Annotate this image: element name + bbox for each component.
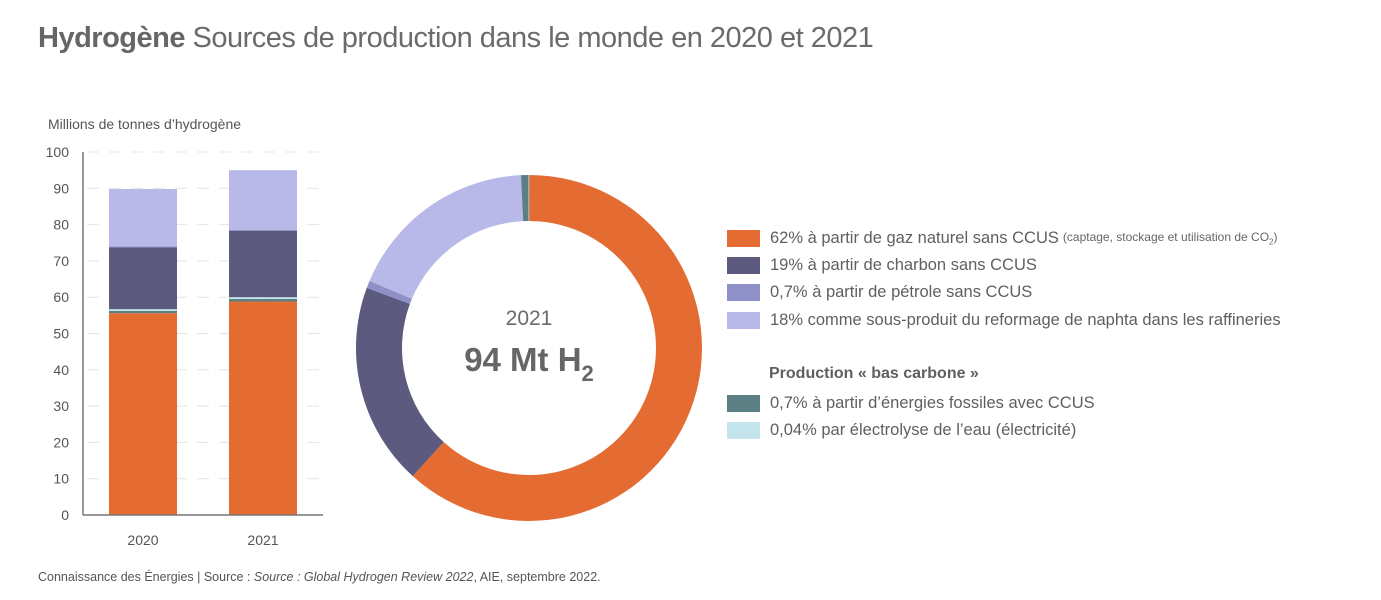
donut-total-text: 94 Mt H: [464, 341, 582, 378]
legend-item: 0,7% à partir de pétrole sans CCUS: [727, 282, 1032, 302]
legend-note-sub: 2: [1269, 237, 1274, 247]
legend-note-end: ): [1273, 229, 1278, 244]
donut-slice: [412, 175, 702, 521]
bar-segment: [229, 301, 297, 515]
legend-item: 19% à partir de charbon sans CCUS: [727, 255, 1037, 275]
legend-note: (captage, stockage et utilisation de CO2…: [1063, 230, 1278, 246]
donut-center-total: 94 Mt H2: [409, 341, 649, 387]
donut-slice: [356, 287, 444, 477]
y-tick-label: 60: [53, 289, 69, 305]
legend-note-text: (captage, stockage et utilisation de CO: [1062, 229, 1270, 244]
y-tick-label: 70: [53, 253, 69, 269]
y-tick-label: 50: [53, 326, 69, 342]
y-tick-label: 10: [53, 471, 69, 487]
donut-center-year: 2021: [505, 307, 553, 330]
bar-segment: [109, 189, 177, 247]
title-rest: Sources de production dans le monde en 2…: [192, 22, 874, 54]
footer-prefix: Connaissance des Énergies | Source :: [38, 570, 254, 584]
y-tick-label: 80: [53, 217, 69, 233]
legend-label: 0,7% à partir d’énergies fossiles avec C…: [770, 393, 1095, 412]
legend-swatch: [727, 256, 760, 274]
bar-segment: [109, 310, 177, 314]
x-ticks: 2020 2021: [127, 532, 278, 548]
donut-slice: [366, 280, 412, 304]
y-tick-label: 30: [53, 398, 69, 414]
y-tick-label: 20: [53, 434, 69, 450]
chart-title: Hydrogène Sources de production dans le …: [38, 22, 874, 55]
legend-label: 0,04% par électrolyse de l’eau (électric…: [770, 420, 1077, 439]
footer-italic: Source : Global Hydrogen Review 2022: [253, 570, 474, 584]
y-ticks: 0 10 20 30 40 50 60 70 80 90 100: [46, 144, 70, 523]
y-tick-label: 100: [46, 144, 70, 160]
grid-lines: [87, 151, 323, 480]
donut-total-subscript: 2: [581, 361, 594, 386]
donut-slice: [369, 175, 524, 299]
legend-item: 62% à partir de gaz naturel sans CCUS (c…: [727, 228, 1277, 248]
y-tick-label: 40: [53, 362, 69, 378]
bar-segment: [109, 309, 177, 311]
donut-slice: [528, 175, 530, 222]
legend-label: 18% comme sous-produit du reformage de n…: [770, 310, 1281, 329]
bar-segment: [229, 170, 297, 230]
footer-source: Connaissance des Énergies | Source : Sou…: [38, 570, 601, 584]
y-axis-label: Millions de tonnes d’hydrogène: [48, 116, 242, 132]
x-tick-label: 2021: [247, 532, 278, 548]
legend-item: 0,7% à partir d’énergies fossiles avec C…: [727, 393, 1095, 413]
bar-segment: [109, 313, 177, 515]
donut-chart: [356, 175, 702, 521]
footer-suffix: , AIE, septembre 2022.: [473, 570, 601, 584]
legend-swatch: [727, 421, 760, 439]
x-tick-label: 2020: [127, 532, 158, 548]
legend-item: 0,04% par électrolyse de l’eau (électric…: [727, 420, 1076, 440]
donut-slice: [520, 175, 529, 222]
y-tick-label: 90: [53, 180, 69, 196]
bar-segment: [229, 299, 297, 302]
legend-swatch: [727, 394, 760, 412]
stacked-bars: [109, 170, 297, 515]
y-tick-label: 0: [61, 507, 69, 523]
bar-segment: [109, 247, 177, 310]
legend-label: 62% à partir de gaz naturel sans CCUS: [770, 228, 1059, 247]
legend-low-carbon-heading: Production « bas carbone »: [769, 365, 979, 382]
legend-swatch: [727, 229, 760, 247]
bar-segment: [109, 246, 177, 248]
bar-segment: [229, 229, 297, 231]
bar-segment: [229, 297, 297, 300]
legend-swatch: [727, 283, 760, 301]
title-bold: Hydrogène: [38, 22, 185, 54]
legend-item: 18% comme sous-produit du reformage de n…: [727, 310, 1281, 330]
legend-label: 0,7% à partir de pétrole sans CCUS: [770, 282, 1033, 301]
legend-label: 19% à partir de charbon sans CCUS: [770, 255, 1037, 274]
bar-segment: [229, 230, 297, 298]
legend-swatch: [727, 311, 760, 329]
